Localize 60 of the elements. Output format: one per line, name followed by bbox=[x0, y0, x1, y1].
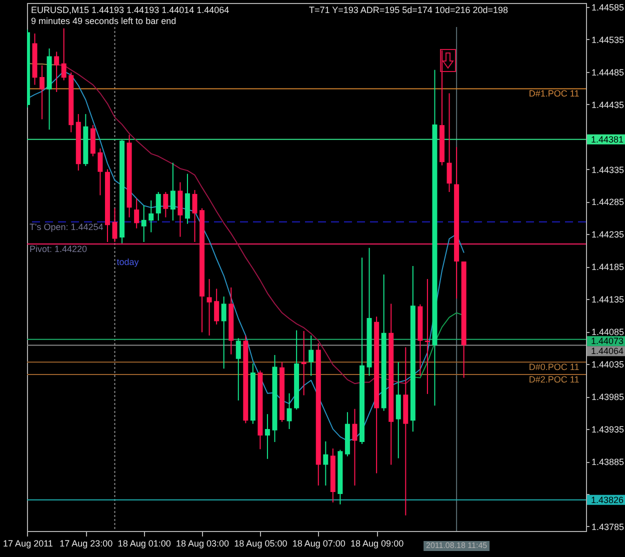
annotation: D#0.POC 11 bbox=[528, 362, 580, 372]
candlestick bbox=[40, 64, 45, 120]
candlestick bbox=[98, 148, 103, 196]
chart-title: EURUSD,M15 1.44193 1.44193 1.44014 1.44064 bbox=[31, 5, 230, 15]
ref-line-label: 2011.08.18 11:45 bbox=[426, 541, 488, 550]
y-tick-label: 1.44335 bbox=[592, 164, 624, 175]
candlestick bbox=[264, 414, 270, 460]
y-tick-label: 1.44435 bbox=[592, 100, 624, 110]
annotation: T=71 Y=193 ADR=195 5d=174 10d=216 20d=198 bbox=[308, 5, 508, 15]
candlestick bbox=[148, 200, 154, 233]
y-tick-label: 1.44585 bbox=[592, 2, 624, 12]
candlestick bbox=[141, 205, 146, 242]
y-tick-label: 1.43935 bbox=[592, 424, 624, 435]
candlestick bbox=[112, 208, 118, 242]
y-tick-label: 1.43985 bbox=[592, 392, 624, 402]
annotation: Pivot: 1.44220 bbox=[29, 244, 88, 254]
candlestick bbox=[214, 288, 220, 325]
x-tick-label: 18 Aug 05:00 bbox=[234, 538, 288, 548]
y-tick-label: 1.44285 bbox=[592, 197, 624, 208]
y-tick-label: 1.44235 bbox=[592, 230, 624, 240]
annotation: today bbox=[116, 256, 140, 267]
candlestick bbox=[236, 338, 241, 401]
x-tick-label: 18 Aug 07:00 bbox=[292, 538, 346, 548]
x-tick-label: 18 Aug 01:00 bbox=[118, 538, 171, 548]
candlestick bbox=[323, 440, 328, 486]
candlestick bbox=[134, 198, 140, 229]
candlestick bbox=[156, 191, 161, 222]
candlestick bbox=[170, 162, 176, 222]
x-tick-label: 17 Aug 2011 bbox=[3, 538, 53, 548]
y-tick-label: 1.44185 bbox=[592, 262, 624, 272]
y-tick-label: 1.44485 bbox=[592, 67, 624, 78]
ref-line-label: 1.44073 bbox=[591, 336, 624, 346]
candlestick bbox=[163, 191, 168, 218]
candlestick bbox=[424, 278, 430, 394]
text: 9 minutes 49 seconds left to bar end bbox=[31, 16, 176, 26]
candlestick bbox=[286, 392, 292, 430]
candlestick bbox=[206, 278, 212, 336]
annotation: D#1.POC 11 bbox=[528, 88, 580, 99]
candlestick bbox=[54, 51, 60, 92]
y-tick-label: 1.44035 bbox=[592, 360, 624, 370]
candlestick bbox=[308, 335, 314, 376]
y-tick-label: 1.44535 bbox=[592, 34, 624, 45]
y-tick-label: 1.43785 bbox=[592, 522, 624, 532]
ref-line-label: 1.43826 bbox=[591, 494, 624, 505]
candlestick bbox=[301, 330, 306, 396]
candlestick bbox=[192, 190, 198, 242]
annotation: T's Open: 1.44254 bbox=[29, 222, 104, 232]
y-tick-label: 1.43885 bbox=[592, 457, 624, 468]
annotation: D#2.POC 11 bbox=[528, 374, 580, 384]
y-tick-label: 1.44085 bbox=[592, 327, 624, 338]
candlestick bbox=[446, 92, 452, 192]
x-tick-label: 17 Aug 23:00 bbox=[60, 538, 113, 548]
x-tick-label: 18 Aug 09:00 bbox=[350, 538, 404, 548]
candlestick bbox=[61, 28, 66, 81]
ref-line-label: 1.44381 bbox=[591, 134, 624, 144]
candlestick bbox=[221, 296, 226, 370]
x-tick-label: 18 Aug 03:00 bbox=[176, 538, 230, 548]
y-tick-label: 1.44135 bbox=[592, 294, 624, 305]
candlestick bbox=[352, 408, 358, 486]
ref-line-label: 1.44064 bbox=[591, 346, 624, 356]
